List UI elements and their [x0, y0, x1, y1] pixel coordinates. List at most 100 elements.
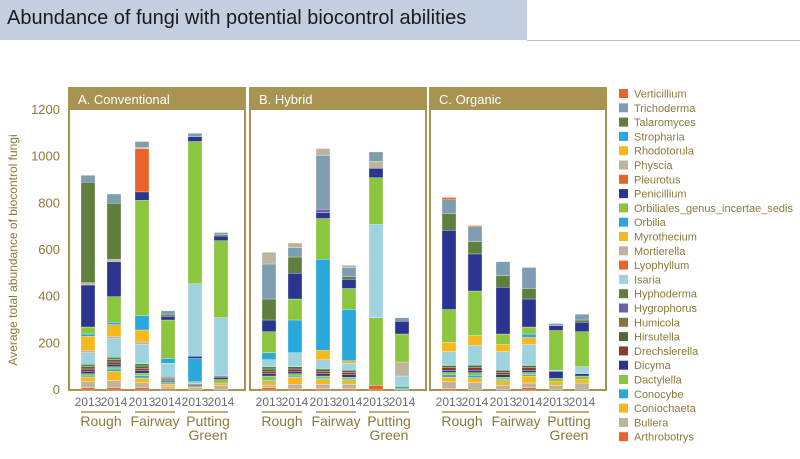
legend-label: Rhodotorula [634, 146, 695, 158]
y-tick-label: 1200 [31, 102, 60, 117]
bar-segment [441, 365, 457, 368]
x-group-label: Rough [80, 413, 121, 429]
bar-segment [315, 373, 331, 377]
bar-segment [467, 382, 483, 391]
bar-segment [261, 352, 277, 360]
bar-segment [441, 372, 457, 375]
bar-segment [467, 345, 483, 366]
bar-segment [187, 136, 203, 142]
bar-segment [548, 323, 564, 326]
x-year-label: 2014 [208, 395, 235, 409]
bar-segment [213, 382, 229, 386]
bar-segment [394, 317, 410, 322]
bar-segment [187, 385, 203, 387]
bar-segment [80, 284, 96, 328]
bar-segment [134, 382, 150, 388]
bar-segment [213, 235, 229, 241]
bar-segment [160, 379, 176, 381]
bar-segment [341, 370, 357, 373]
bar-segment [134, 365, 150, 369]
bar-segment [287, 377, 303, 385]
x-group-label: Putting [367, 413, 411, 429]
legend-label: Orbilia [634, 217, 667, 229]
legend-swatch [619, 232, 628, 241]
bar-segment [341, 372, 357, 375]
bar-segment [80, 333, 96, 337]
bar-segment [368, 317, 384, 386]
bar-segment [213, 234, 229, 237]
x-year-label: 2014 [282, 395, 309, 409]
y-tick-label: 1000 [31, 149, 60, 164]
bar-segment [521, 365, 537, 368]
legend-label: Lyophyllum [634, 260, 689, 272]
legend-label: Dactylella [634, 375, 683, 387]
bar-segment [261, 359, 277, 367]
bar-segment [134, 387, 150, 391]
bar-segment [187, 358, 203, 382]
legend-label: Verticillium [634, 89, 687, 101]
legend-label: Trichoderma [634, 103, 696, 115]
bar-segment [187, 386, 203, 388]
bar-segment [574, 382, 590, 391]
bar-segment [187, 141, 203, 284]
bar-segment [261, 252, 277, 265]
bar-segment [134, 370, 150, 374]
bar-segment [368, 161, 384, 169]
bar-segment [315, 378, 331, 380]
bar-segment [134, 191, 150, 201]
bar-segment [287, 375, 303, 378]
x-group-label: Fairway [491, 413, 540, 429]
bar-segment [368, 168, 384, 178]
bar-segment [106, 322, 122, 325]
legend-label: Physcia [634, 160, 673, 172]
bar-segment [80, 175, 96, 183]
bar-segment [394, 375, 410, 386]
legend-swatch [619, 417, 628, 427]
bar-segment [160, 310, 176, 315]
bar-segment [521, 337, 537, 345]
legend-label: Bullera [634, 417, 669, 429]
x-year-label: 2013 [182, 395, 209, 409]
legend-swatch [619, 217, 628, 227]
bar-segment [467, 290, 483, 336]
bar-segment [160, 316, 176, 321]
bar-segment [80, 352, 96, 365]
bar-segment [341, 377, 357, 380]
legend-swatch [619, 332, 628, 342]
x-year-label: 2013 [490, 395, 517, 409]
bar-segment [261, 366, 277, 370]
bar-segment [106, 336, 122, 339]
bar-segment [261, 375, 277, 381]
bar-segment [467, 225, 483, 227]
bar-segment [521, 333, 537, 338]
legend-swatch [619, 189, 628, 199]
bar-segment [495, 370, 511, 373]
legend-swatch [619, 389, 628, 399]
bar-segment [160, 381, 176, 384]
x-year-label: 2013 [363, 395, 390, 409]
panel-header [250, 88, 426, 110]
bar-segment [341, 380, 357, 385]
bar-segment [315, 212, 331, 219]
bar-segment [548, 325, 564, 331]
x-year-label: 2013 [543, 395, 570, 409]
bar-segment [521, 367, 537, 371]
bar-segment [467, 226, 483, 242]
bar-segment [574, 366, 590, 374]
bar-segment [495, 377, 511, 380]
bar-segment [441, 370, 457, 373]
bar-segment [160, 314, 176, 317]
bar-segment [287, 368, 303, 372]
bar-segment [441, 230, 457, 310]
bar-segment [134, 200, 150, 316]
bar-segment [106, 324, 122, 337]
bar-segment [441, 199, 457, 214]
bar-segment [341, 360, 357, 364]
legend-swatch [619, 317, 628, 327]
bar-segment [160, 363, 176, 378]
bar-segment [261, 368, 277, 372]
bar-segment [287, 242, 303, 248]
bar-segment [80, 377, 96, 382]
bar-segment [80, 387, 96, 391]
